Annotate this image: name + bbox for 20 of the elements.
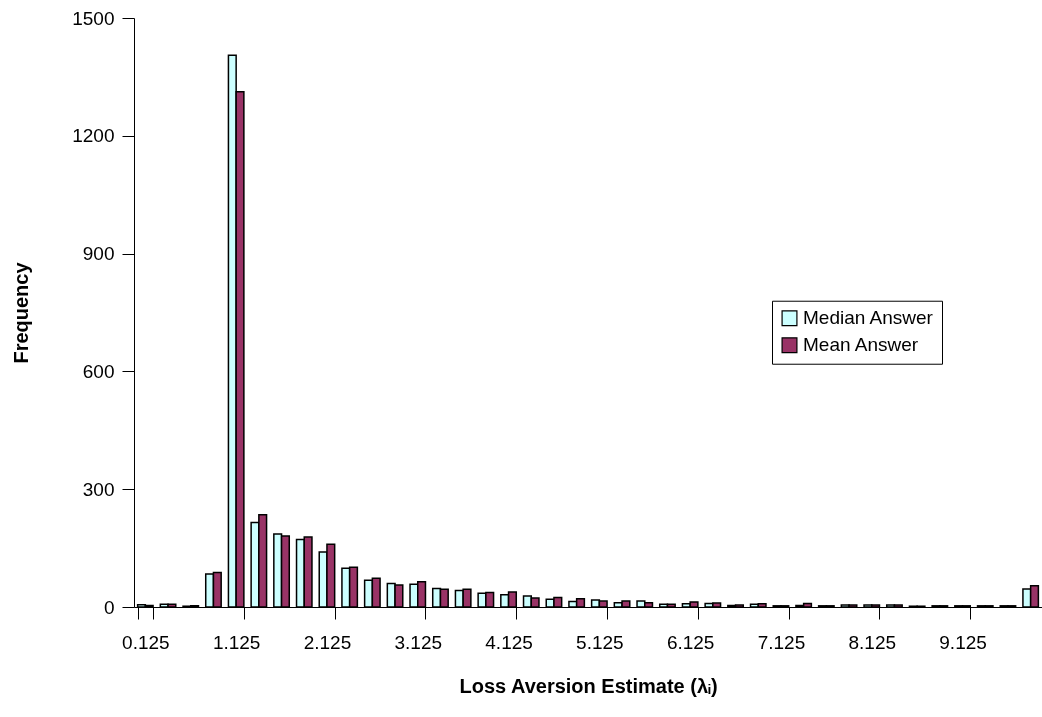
y-tick-label: 300 — [82, 478, 115, 500]
x-tick-label: 9.125 — [939, 631, 987, 653]
x-tick-label: 4.125 — [485, 631, 533, 653]
x-tick-label: 2.125 — [303, 631, 352, 653]
x-tick-label: 7.125 — [757, 631, 806, 653]
y-tick-label: 900 — [82, 243, 115, 265]
legend-label: Mean Answer — [803, 334, 919, 356]
x-tick-label: 3.125 — [394, 631, 443, 653]
y-tick-label: 1500 — [72, 7, 115, 29]
y-tick-label: 0 — [103, 596, 115, 618]
x-tick-label: 5.125 — [576, 631, 624, 653]
x-axis-title: Loss Aversion Estimate (λᵢ) — [459, 674, 718, 697]
x-tick-label: 1.125 — [212, 631, 261, 653]
y-tick-label: 1200 — [72, 125, 115, 147]
x-tick-label: 6.125 — [666, 631, 715, 653]
x-tick-label: 8.125 — [848, 631, 897, 653]
x-tick-label: 0.125 — [122, 631, 170, 653]
legend-label: Median Answer — [803, 307, 934, 329]
y-axis-title: Frequency — [10, 261, 33, 364]
y-tick-label: 600 — [82, 360, 115, 382]
